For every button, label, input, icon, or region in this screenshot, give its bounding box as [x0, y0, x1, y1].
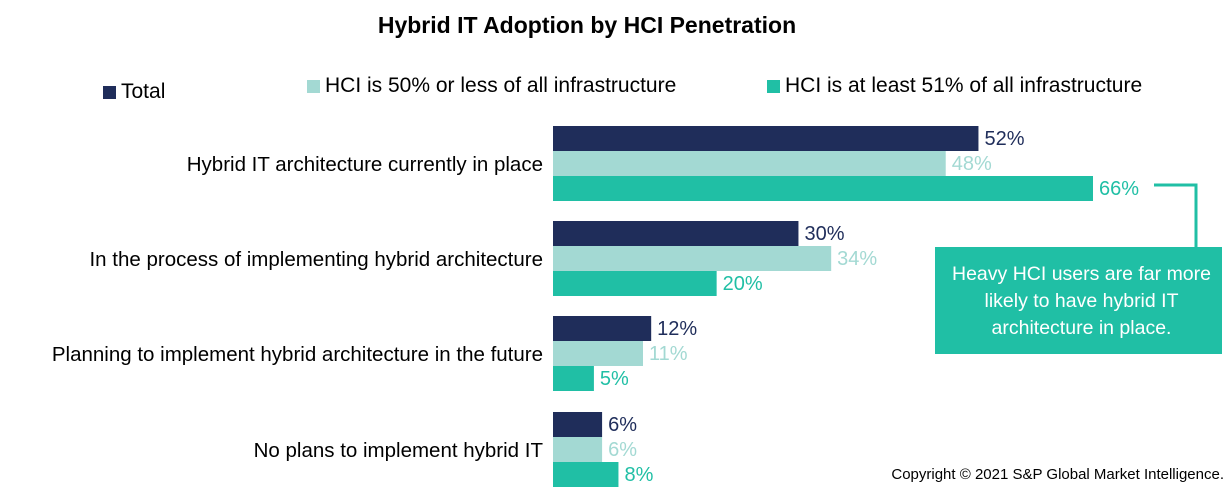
- legend-label-total: Total: [121, 80, 165, 103]
- bar-total-4: [553, 412, 603, 437]
- bar-hci-is-at-least-51-of-all-infrastructure-4: [553, 462, 619, 487]
- bar-total-1: [553, 126, 979, 151]
- value-labels: 52% 48% 66% 30% 34% 20% 12% 11% 5% 6% 6% 8%: [600, 128, 1139, 486]
- category-label-2: In the process of implementing hybrid ar…: [89, 248, 543, 271]
- value-label-hci-is-50-or-less-of-all-infrastructure-4: 6%: [608, 439, 637, 461]
- value-label-total-1: 52%: [984, 128, 1024, 150]
- bar-hci-is-at-least-51-of-all-infrastructure-1: [553, 176, 1093, 201]
- legend-swatch-hci-is-at-least-51-of-all-infrastructure: [767, 80, 780, 93]
- value-label-hci-is-50-or-less-of-all-infrastructure-3: 11%: [649, 343, 688, 365]
- value-label-total-4: 6%: [608, 414, 637, 436]
- value-label-total-3: 12%: [657, 318, 697, 340]
- callout-connector: [1154, 183, 1198, 247]
- bar-hci-is-50-or-less-of-all-infrastructure-4: [553, 437, 603, 462]
- bar-total-3: [553, 316, 652, 341]
- bar-hci-is-at-least-51-of-all-infrastructure-3: [553, 366, 594, 391]
- bar-hci-is-50-or-less-of-all-infrastructure-3: [553, 341, 643, 366]
- chart-title: Hybrid IT Adoption by HCI Penetration: [378, 12, 796, 38]
- value-label-hci-is-at-least-51-of-all-infrastructure-3: 5%: [600, 368, 629, 390]
- legend-swatch-total: [103, 86, 116, 99]
- bar-group: [553, 126, 1093, 487]
- value-label-total-2: 30%: [804, 223, 844, 245]
- category-label-4: No plans to implement hybrid IT: [254, 439, 544, 462]
- value-label-hci-is-at-least-51-of-all-infrastructure-1: 66%: [1099, 178, 1139, 200]
- value-label-hci-is-50-or-less-of-all-infrastructure-2: 34%: [837, 248, 877, 270]
- legend-label-hci-is-at-least-51-of-all-infrastructure: HCI is at least 51% of all infrastructur…: [785, 74, 1142, 97]
- category-label-1: Hybrid IT architecture currently in plac…: [187, 153, 543, 176]
- category-label-3: Planning to implement hybrid architectur…: [52, 343, 543, 366]
- value-label-hci-is-at-least-51-of-all-infrastructure-2: 20%: [723, 273, 763, 295]
- copyright-text: Copyright © 2021 S&P Global Market Intel…: [891, 466, 1224, 483]
- value-label-hci-is-at-least-51-of-all-infrastructure-4: 8%: [624, 464, 653, 486]
- legend-label-hci-is-50-or-less-of-all-infrastructure: HCI is 50% or less of all infrastructure: [325, 74, 676, 97]
- value-label-hci-is-50-or-less-of-all-infrastructure-1: 48%: [952, 153, 992, 175]
- callout-background: [935, 247, 1222, 354]
- bar-hci-is-at-least-51-of-all-infrastructure-2: [553, 271, 717, 296]
- legend-swatch-hci-is-50-or-less-of-all-infrastructure: [307, 80, 320, 93]
- bar-hci-is-50-or-less-of-all-infrastructure-2: [553, 246, 832, 271]
- legend: Total HCI is 50% or less of all infrastru…: [103, 74, 1142, 103]
- callout-annotation: Heavy HCI users are far more likely to h…: [952, 263, 1211, 339]
- category-labels: Hybrid IT architecture currently in plac…: [52, 153, 544, 462]
- bar-hci-is-50-or-less-of-all-infrastructure-1: [553, 151, 946, 176]
- bar-total-2: [553, 221, 799, 246]
